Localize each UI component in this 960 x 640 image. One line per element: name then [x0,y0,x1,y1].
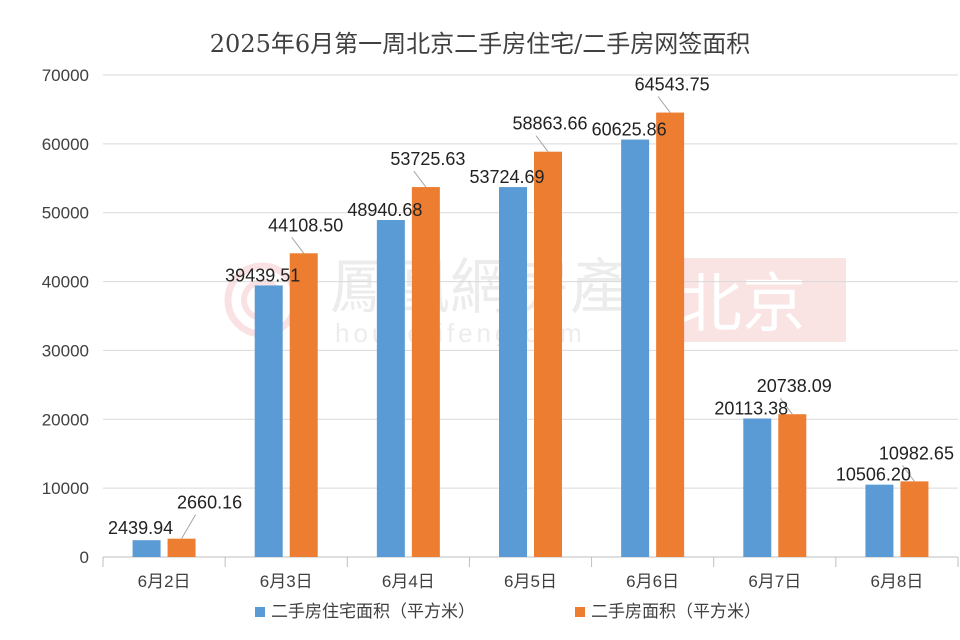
x-tick-label: 6月5日 [504,572,557,591]
y-tick-label: 0 [80,548,89,567]
x-tick-label: 6月3日 [260,572,313,591]
data-label-residential: 48940.68 [347,200,422,220]
leader-line [657,96,671,113]
bar-residential [499,187,527,557]
bar-residential [132,540,161,557]
bar-total [656,112,685,557]
y-tick-label: 50000 [42,204,89,223]
bar-residential [376,220,405,557]
data-label-residential: 20113.38 [714,399,788,419]
bar-residential [743,418,772,557]
bar-total [289,253,318,557]
data-label-residential: 60625.86 [592,120,667,140]
bar-total [900,481,929,557]
legend-label-total: 二手房面积（平方米） [591,602,761,621]
x-tick-label: 6月8日 [870,572,923,591]
data-label-residential: 10506.20 [836,465,911,485]
x-tick-label: 6月7日 [748,572,801,591]
data-label-total: 58863.66 [512,114,587,134]
data-label-residential: 53724.69 [469,167,544,187]
chart-title: 2025年6月第一周北京二手房住宅/二手房网签面积 [209,30,751,58]
y-tick-label: 60000 [42,135,89,154]
watermark-city-box [662,258,846,342]
leader-line [902,465,915,482]
leader-line [291,236,305,254]
legend-swatch-residential [255,607,265,617]
x-tick-label: 6月6日 [626,572,679,591]
bar-total [534,151,562,558]
y-tick-label: 20000 [42,410,89,429]
data-label-residential: 39439.51 [225,265,300,285]
x-tick-label: 6月4日 [382,572,435,591]
data-label-total: 2660.16 [177,493,242,513]
data-label-residential: 2439.94 [108,518,173,538]
data-label-total: 44108.50 [268,215,343,235]
data-label-total: 64543.75 [635,75,710,95]
leader-line [779,397,793,415]
bar-residential [865,484,894,557]
data-label-total: 53725.63 [390,149,465,169]
watermark-city: 北京 [678,268,806,340]
bar-total [167,538,196,557]
y-tick-label: 30000 [42,341,89,360]
data-label-total: 10982.65 [879,443,954,463]
x-tick-label: 6月2日 [138,572,191,591]
leader-line [413,170,427,188]
data-label-total: 20738.09 [757,376,832,396]
bar-residential [621,139,650,557]
watermark-brand: 鳳凰網房產 [330,254,630,321]
bar-total [778,414,807,557]
y-tick-label: 40000 [42,273,89,292]
bar-residential [254,285,283,557]
bar-total [411,187,440,557]
legend-swatch-total [575,607,585,617]
y-tick-label: 10000 [42,479,89,498]
legend-label-residential: 二手房住宅面积（平方米） [271,602,475,621]
leader-line [535,135,549,152]
y-tick-label: 70000 [42,66,89,85]
leader-line [181,514,197,539]
